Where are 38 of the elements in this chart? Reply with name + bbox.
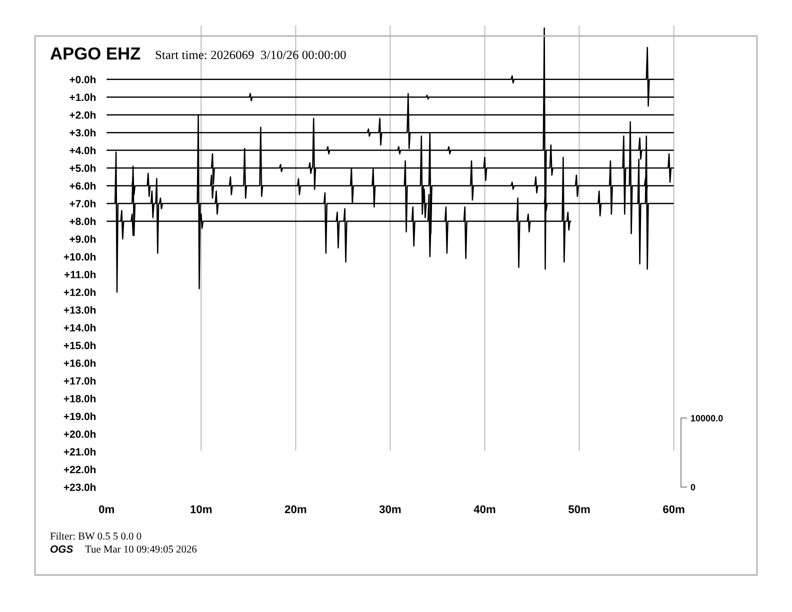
text: Tue Mar 10 09:49:05 2026	[85, 546, 197, 553]
y-tick-label: +8.0h	[70, 217, 96, 226]
y-tick-label: +1.0h	[70, 93, 96, 101]
y-tick-label: +3.0h	[70, 128, 96, 136]
y-tick-label: +16.0h	[64, 359, 96, 367]
y-tick-label: +18.0h	[64, 394, 96, 402]
y-tick-label: +11.0h	[64, 270, 96, 278]
y-tick-label: +15.0h	[64, 342, 96, 350]
y-tick-label: +20.0h	[64, 430, 96, 438]
text: Start time: 2026069 3/10/26 00:00:00	[156, 50, 346, 60]
y-tick-label: +22.0h	[64, 466, 96, 474]
y-tick-label: +13.0h	[64, 306, 96, 314]
x-tick-label: 10m	[190, 505, 212, 514]
y-tick-label: +7.0h	[70, 200, 96, 208]
x-tick-label: 20m	[284, 505, 306, 514]
y-tick-label: +10.0h	[64, 252, 96, 261]
y-tick-label: +5.0h	[70, 164, 96, 172]
text: APGO EHZ	[50, 47, 140, 60]
text: OGS	[50, 545, 74, 553]
x-tick-label: 50m	[568, 505, 590, 514]
x-tick-label: 0m	[99, 505, 114, 514]
x-tick-label: 30m	[379, 505, 401, 514]
y-tick-label: +21.0h	[64, 448, 96, 456]
y-tick-label: +4.0h	[70, 146, 96, 154]
y-tick-label: +12.0h	[64, 288, 96, 296]
y-tick-label: +19.0h	[64, 412, 96, 420]
y2-tick-label: 0	[690, 484, 696, 490]
y-tick-label: +6.0h	[70, 182, 96, 190]
y-tick-label: +0.0h	[70, 76, 96, 84]
x-tick-label: 40m	[474, 505, 496, 514]
y-tick-label: +23.0h	[64, 483, 96, 492]
y2-tick-label: 10000.0	[691, 415, 723, 422]
y-tick-label: +2.0h	[70, 111, 96, 119]
y-tick-label: +17.0h	[64, 376, 96, 385]
text: Filter: BW 0.5 5 0.0 0	[50, 532, 142, 540]
y-tick-label: +9.0h	[70, 235, 96, 243]
y-tick-label: +14.0h	[64, 324, 96, 332]
x-tick-label: 60m	[663, 505, 684, 514]
